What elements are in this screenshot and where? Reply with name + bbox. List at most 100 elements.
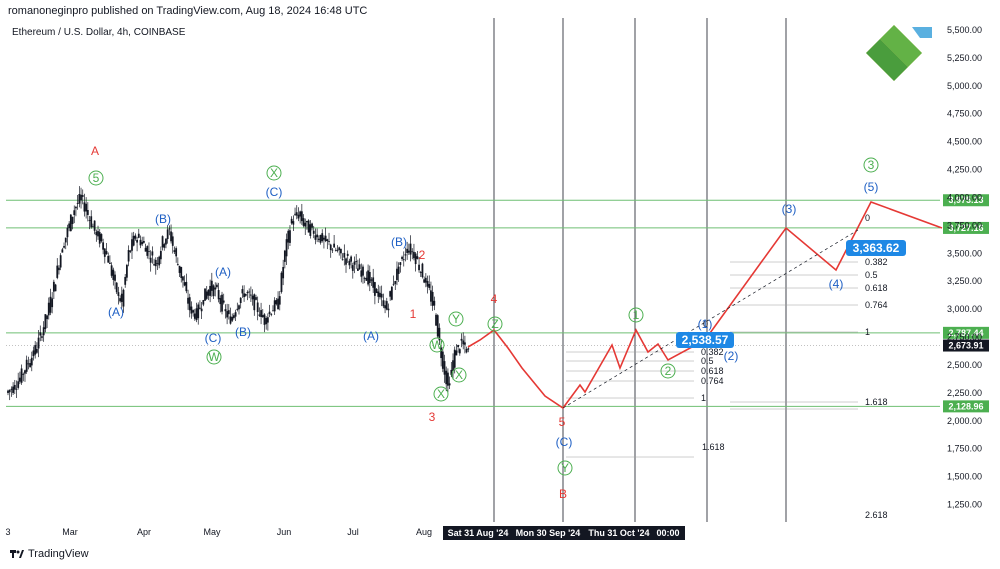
candle-body — [102, 242, 105, 250]
candle-body — [59, 255, 62, 268]
wave-blue-B2: (B) — [235, 325, 251, 339]
fib-right-label-4: 0.764 — [865, 300, 888, 310]
candle-body — [312, 230, 315, 234]
forecast-line — [467, 201, 943, 410]
candle-body — [69, 214, 72, 232]
footer-brand[interactable]: TradingView — [10, 548, 89, 560]
wave-green-W: W — [208, 350, 220, 364]
candle-body — [399, 262, 402, 265]
candle-body — [127, 250, 130, 262]
candle-body — [467, 348, 470, 350]
candle-body — [373, 282, 376, 296]
candle-body — [438, 327, 441, 341]
wave-red-3: 3 — [429, 410, 436, 424]
candle-body — [260, 310, 262, 318]
wave-green-5-circle — [88, 170, 104, 186]
candle-body — [192, 310, 195, 313]
candle-body — [248, 291, 251, 293]
candle-body — [125, 264, 128, 278]
candle-body — [370, 279, 373, 281]
candle-body — [190, 306, 193, 314]
candle-body — [61, 249, 64, 253]
candle-body — [209, 285, 212, 296]
level-badge-3 — [943, 339, 989, 352]
candle-body — [256, 302, 259, 313]
candle-body — [355, 261, 358, 263]
fib-left-top: 0 — [703, 319, 708, 329]
candle-body — [54, 284, 57, 292]
candle-body — [435, 314, 437, 326]
candle-body — [214, 287, 217, 290]
candle-body — [22, 373, 25, 375]
candle-body — [258, 314, 261, 316]
candle-body — [280, 272, 283, 292]
candle-body — [413, 251, 415, 259]
candle-body — [142, 240, 145, 243]
candle-body — [136, 239, 138, 243]
candle-body — [100, 234, 103, 242]
candle-body — [13, 384, 16, 390]
fib-right-label-1: 0.382 — [865, 257, 888, 267]
candle-body — [229, 316, 232, 324]
candle-body — [227, 310, 230, 315]
candle-body — [323, 237, 325, 240]
candle-body — [27, 363, 30, 365]
candle-body — [333, 243, 336, 248]
candle-body — [231, 316, 234, 321]
wave-blue-C1: (C) — [205, 331, 222, 345]
candle-body — [275, 299, 278, 305]
candle-body — [302, 218, 305, 226]
candle-body — [390, 286, 393, 300]
forecast-box-2 — [846, 240, 906, 256]
wave-red-4: 4 — [491, 292, 498, 306]
candle-body — [58, 267, 60, 271]
candle-body — [287, 230, 290, 243]
wave-blue-C3: (C) — [556, 435, 573, 449]
candle-body — [382, 300, 385, 307]
candle-body — [185, 281, 188, 292]
candle-body — [441, 351, 444, 369]
publisher-header: romanoneginpro published on TradingView.… — [8, 5, 368, 17]
time-dividers — [493, 18, 787, 522]
candle-body — [273, 300, 276, 312]
wave-green-1-circle — [628, 307, 644, 323]
candle-body — [10, 388, 13, 390]
x-tick-2: Apr — [137, 527, 151, 537]
candle-body — [282, 267, 285, 279]
level-label-4: 2,128.96 — [948, 401, 983, 411]
price-levels: 3,975.13 3,727.16 2,787.44 2,673.91 2,128.96 — [6, 194, 989, 413]
candle-body — [331, 249, 334, 251]
candle-body — [95, 231, 98, 236]
candle-body — [462, 340, 465, 345]
tradingview-logo-icon — [10, 550, 24, 558]
y-axis: 1,250.00 1,500.00 1,750.00 2,000.00 2,250.00… — [947, 25, 982, 510]
candle-body — [458, 349, 461, 354]
candle-body — [414, 253, 417, 265]
wave-blue-3: (3) — [782, 202, 797, 216]
candle-body — [114, 274, 116, 281]
candle-body — [168, 228, 171, 230]
y-tick-8: 3,250.00 — [947, 276, 982, 286]
candle-body — [244, 293, 247, 296]
candle-body — [447, 372, 449, 386]
candle-body — [221, 294, 223, 312]
candle-body — [49, 296, 52, 313]
candle-body — [283, 250, 286, 262]
candle-body — [137, 233, 140, 238]
symbol-title: Ethereum / U.S. Dollar, 4h, COINBASE — [12, 27, 186, 38]
candle-body — [345, 258, 347, 265]
x-box-label-1: Mon 30 Sep '24 — [516, 528, 581, 538]
candle-body — [236, 308, 239, 310]
forecast-label-1: 2,538.57 — [682, 333, 729, 347]
candle-body — [217, 290, 220, 300]
candle-body — [115, 282, 118, 293]
candle-body — [406, 248, 409, 253]
candle-body — [44, 314, 47, 329]
wave-green-Y2-circle — [557, 460, 573, 476]
candle-body — [29, 363, 31, 368]
candle-body — [379, 292, 381, 298]
candle-body — [251, 295, 254, 300]
wave-green-X2-circle — [451, 367, 467, 383]
candle-body — [424, 277, 427, 283]
candle-body — [387, 308, 390, 311]
